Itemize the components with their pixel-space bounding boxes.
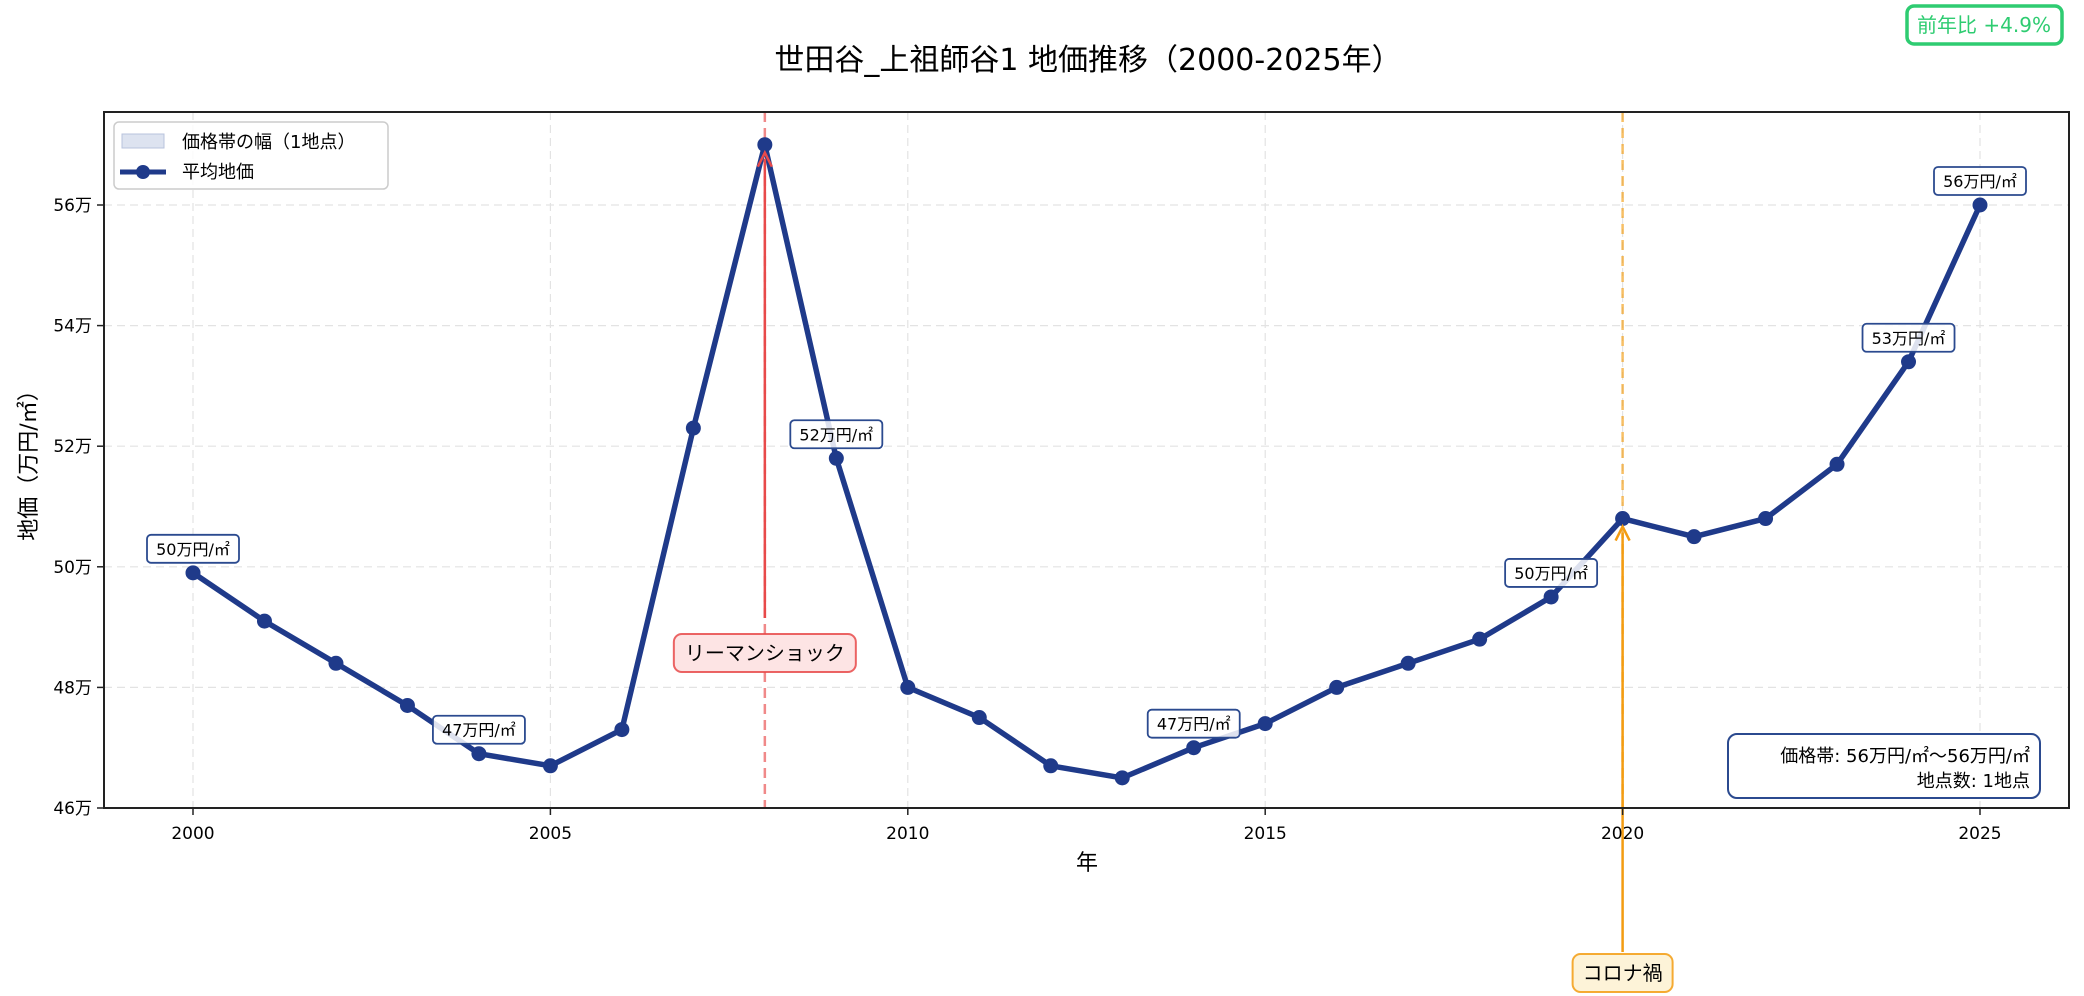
data-point-marker: [1543, 589, 1559, 605]
x-tick-label: 2005: [529, 824, 572, 844]
grid-lines: [104, 112, 2069, 809]
data-point-marker: [1186, 740, 1202, 756]
point-value-box: [1146, 708, 1241, 739]
data-point-marker: [685, 420, 701, 436]
y-tick-label: 46万: [53, 799, 92, 819]
point-value-box: [1504, 558, 1599, 588]
y-axis: 46万 48万 50万 52万 54万 56万: [53, 196, 104, 819]
y-tick-label: 52万: [53, 437, 92, 457]
data-point-marker: [399, 697, 415, 713]
legend: 価格帯の幅（1地点） 平均地価: [113, 121, 389, 190]
yoy-badge-text: 前年比 +4.9%: [1917, 13, 2051, 37]
data-point-marker: [542, 758, 558, 774]
data-point-marker: [256, 613, 272, 629]
point-value-box: [432, 714, 526, 745]
legend-band-label: 価格帯の幅（1地点）: [182, 132, 355, 153]
point-value-label: 52万円/㎡: [799, 425, 873, 444]
arrow-up-icon: [756, 149, 773, 168]
y-tick-label: 54万: [53, 317, 92, 337]
data-point-marker: [1043, 758, 1059, 774]
y-tick-label: 56万: [53, 196, 92, 216]
x-axis: 2000 2005 2010 2015 2020 2025: [171, 808, 2002, 844]
yoy-badge: 前年比 +4.9%: [1905, 4, 2064, 46]
arrow-up-icon: [1614, 523, 1631, 542]
marker-legend-icon: [136, 165, 150, 179]
x-tick-label: 2010: [886, 824, 929, 844]
legend-line-label: 平均地価: [182, 162, 254, 183]
data-point-marker: [1615, 511, 1631, 527]
data-point-marker: [828, 450, 844, 466]
series-average-price: [185, 137, 1988, 786]
data-point-marker: [1114, 770, 1130, 786]
data-point-marker: [1400, 655, 1416, 671]
data-point-marker: [1472, 631, 1488, 647]
x-axis-label: 年: [1076, 851, 1098, 876]
point-value-label: 56万円/㎡: [1943, 172, 2017, 191]
data-point-marker: [1829, 456, 1845, 472]
data-point-marker: [1257, 716, 1273, 732]
point-value-label: 50万円/㎡: [1514, 564, 1588, 583]
average-price-line: [191, 141, 1983, 781]
plot-frame: [103, 111, 2070, 809]
info-box: 価格帯: 56万円/㎡～56万円/㎡ 地点数: 1地点: [1727, 733, 2041, 799]
point-value-box: [1861, 322, 1956, 353]
x-tick-label: 2025: [1958, 824, 2001, 844]
x-tick-label: 2020: [1601, 824, 1644, 844]
info-point-count: 地点数: 1地点: [1917, 771, 2030, 792]
data-point-marker: [328, 655, 344, 671]
event-lines: [763, 112, 1624, 808]
data-point-marker: [757, 137, 773, 153]
band-legend-swatch: [121, 133, 165, 149]
data-point-marker: [900, 679, 916, 695]
point-value-label: 47万円/㎡: [1157, 715, 1231, 734]
event-label: リーマンショック: [685, 641, 845, 665]
data-point-marker: [1329, 679, 1345, 695]
data-point-marker: [971, 710, 987, 726]
point-value-label: 50万円/㎡: [156, 540, 230, 559]
y-tick-label: 48万: [53, 678, 92, 698]
point-value-box: [1933, 166, 2027, 196]
chart-title: 世田谷_上祖師谷1 地価推移（2000-2025年）: [774, 43, 1401, 78]
data-point-marker: [1686, 529, 1702, 545]
data-point-marker: [614, 722, 630, 738]
x-tick-label: 2015: [1244, 824, 1287, 844]
point-value-label: 53万円/㎡: [1872, 329, 1946, 348]
data-point-marker: [1972, 197, 1988, 213]
point-value-box: [146, 533, 240, 564]
data-point-marker: [471, 746, 487, 762]
data-point-marker: [185, 565, 201, 581]
event-label-box: [672, 633, 857, 673]
y-axis-label: 地価（万円/㎡）: [16, 379, 42, 540]
event-label: コロナ禍: [1583, 961, 1663, 985]
point-value-label: 47万円/㎡: [442, 721, 516, 740]
y-tick-label: 50万: [53, 558, 92, 578]
data-point-marker: [1901, 354, 1917, 370]
data-point-marker: [1758, 511, 1774, 527]
x-tick-label: 2000: [171, 824, 214, 844]
point-labels: 50万円/㎡ 47万円/㎡ 52万円/㎡ 47万円/㎡ 50万円/㎡ 53万円/㎡ 56万円…: [146, 166, 2027, 745]
point-value-box: [789, 419, 884, 450]
info-price-range: 価格帯: 56万円/㎡～56万円/㎡: [1780, 745, 2030, 767]
event-label-box: [1571, 953, 1674, 993]
